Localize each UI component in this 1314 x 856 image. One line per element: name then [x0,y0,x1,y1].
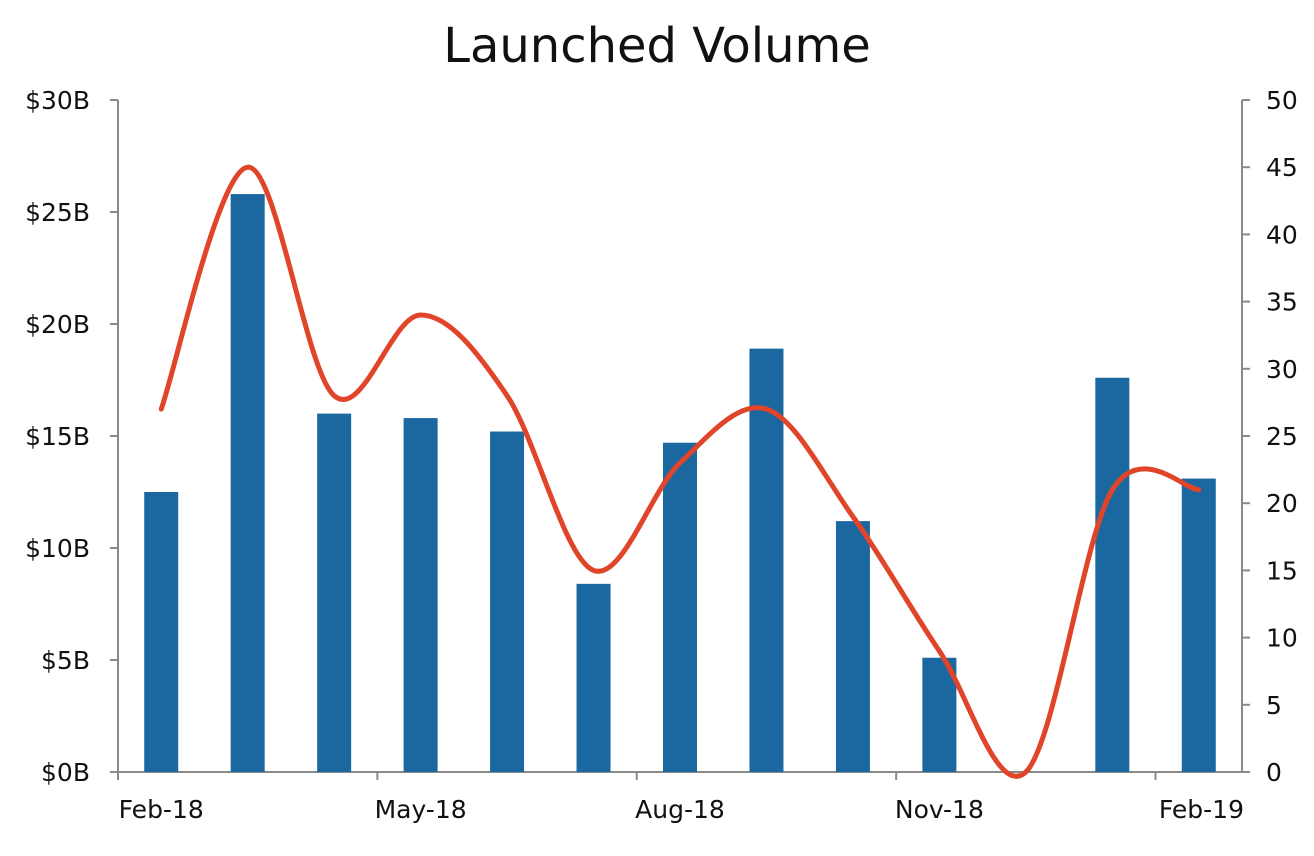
bar [922,657,957,772]
y-left-tick-label: $20B [25,310,90,339]
bar [317,413,352,772]
x-tick-label: Nov-18 [895,795,984,824]
y-right-tick-label: 10 [1266,624,1298,653]
bar [1181,478,1216,772]
y-right-tick-label: 30 [1266,355,1298,384]
y-right-tick-label: 45 [1266,153,1298,182]
bar [490,431,525,772]
y-right-tick-label: 5 [1266,691,1282,720]
bar [663,442,697,772]
bar [835,521,870,772]
y-left-tick-label: $30B [25,86,90,115]
x-tick-label: Aug-18 [635,795,725,824]
y-right-tick-label: 20 [1266,489,1298,518]
x-tick-label: Feb-18 [119,795,204,824]
bar [403,418,438,772]
x-tick-label: Feb-19 [1159,795,1244,824]
y-right-tick-label: 15 [1266,556,1298,585]
y-right-tick-label: 40 [1266,220,1298,249]
y-left-tick-label: $10B [25,534,90,563]
bar [749,348,784,772]
x-tick-label: May-18 [375,795,467,824]
bar [576,583,611,772]
y-right-tick-label: 0 [1266,758,1282,787]
bar [230,194,265,772]
y-left-tick-label: $5B [41,646,90,675]
bar [144,492,179,772]
bar [1095,377,1130,772]
y-right-tick-label: 35 [1266,288,1298,317]
y-left-tick-label: $15B [25,422,90,451]
y-right-tick-label: 50 [1266,86,1298,115]
y-left-tick-label: $25B [25,198,90,227]
chart-title: Launched Volume [443,18,871,74]
series-line [158,164,1202,779]
y-right-tick-label: 25 [1266,422,1298,451]
y-left-tick-label: $0B [41,758,90,787]
